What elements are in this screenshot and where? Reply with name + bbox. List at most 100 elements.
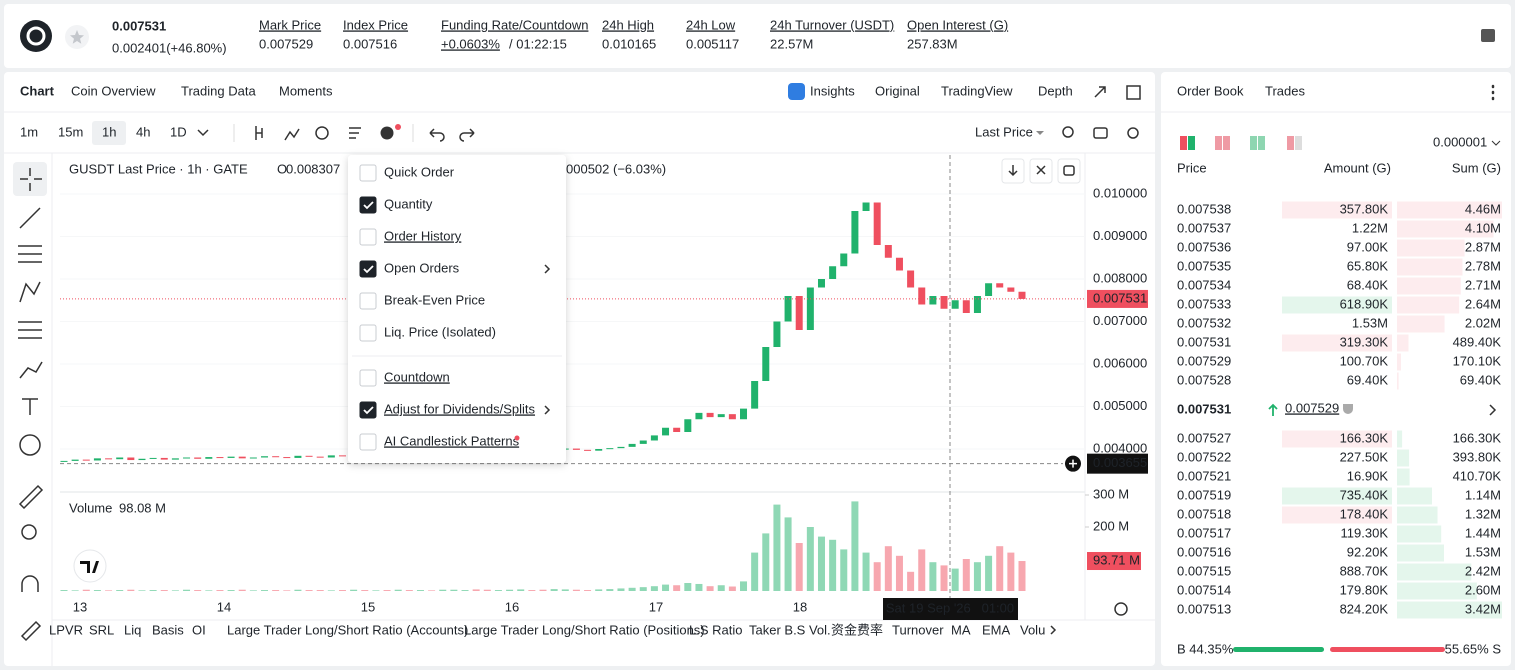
checkbox[interactable]: [359, 292, 377, 310]
view-toggle[interactable]: [1180, 136, 1187, 150]
pen-tool[interactable]: [20, 620, 42, 642]
indicator-tab[interactable]: Turnover: [892, 622, 944, 637]
search-icon[interactable]: [1062, 126, 1074, 138]
interval[interactable]: 1D: [170, 124, 187, 139]
pattern-tool[interactable]: [19, 281, 41, 303]
ob-tab[interactable]: Trades: [1265, 83, 1305, 98]
camera-icon[interactable]: [1093, 127, 1108, 139]
view-tab[interactable]: TradingView: [941, 83, 1013, 98]
candle-type-icon[interactable]: [255, 126, 263, 140]
ob-price[interactable]: 0.007517: [1177, 525, 1231, 540]
view-toggle[interactable]: [1258, 136, 1265, 150]
ob-price[interactable]: 0.007532: [1177, 315, 1231, 330]
crosshair-tool[interactable]: [20, 168, 42, 191]
price-type[interactable]: Last Price: [975, 124, 1033, 139]
checkbox[interactable]: [359, 324, 377, 342]
view-toggle[interactable]: [1287, 136, 1294, 150]
indicator-tab[interactable]: Liq: [124, 622, 141, 637]
checkbox[interactable]: [359, 196, 377, 214]
indicator-tab[interactable]: EMA: [982, 622, 1011, 637]
ruler-tool[interactable]: [18, 484, 44, 510]
undo-icon[interactable]: [429, 128, 445, 142]
menu-item[interactable]: Adjust for Dividends/Splits: [384, 401, 536, 416]
indicator-tab[interactable]: L.S Ratio: [689, 622, 742, 637]
view-tab[interactable]: Insights: [810, 83, 855, 98]
text-tool[interactable]: [22, 398, 38, 415]
checkbox[interactable]: [359, 228, 377, 246]
indicator-tab[interactable]: SRL: [89, 622, 114, 637]
brush-tool[interactable]: [19, 361, 43, 379]
indicator-tab[interactable]: Basis: [152, 622, 184, 637]
menu-item[interactable]: Open Orders: [384, 260, 460, 275]
ai-icon[interactable]: [788, 83, 805, 100]
more-icon[interactable]: [1050, 625, 1057, 635]
chart-tab[interactable]: Trading Data: [181, 83, 256, 98]
precision[interactable]: 0.000001: [1433, 134, 1487, 149]
settings-icon[interactable]: [1127, 127, 1139, 139]
indicator-tab[interactable]: LPVR: [49, 622, 83, 637]
ob-price[interactable]: 0.007516: [1177, 544, 1231, 559]
checkbox[interactable]: [359, 260, 377, 278]
view-toggle[interactable]: [1188, 136, 1195, 150]
view-toggle[interactable]: [1215, 136, 1222, 150]
checkbox[interactable]: [359, 369, 377, 387]
ob-price[interactable]: 0.007528: [1177, 372, 1231, 387]
checkbox[interactable]: [359, 401, 377, 419]
ob-price[interactable]: 0.007521: [1177, 468, 1231, 483]
header-icon[interactable]: [1481, 29, 1495, 42]
interval[interactable]: 1h: [102, 124, 116, 139]
indicator-tab[interactable]: Large Trader Long/Short Ratio (Accounts): [227, 622, 468, 637]
redo-icon[interactable]: [459, 128, 475, 142]
ob-price[interactable]: 0.007515: [1177, 563, 1231, 578]
ob-price[interactable]: 0.007522: [1177, 449, 1231, 464]
view-toggle[interactable]: [1295, 136, 1302, 150]
indicator-tab[interactable]: Volu: [1020, 622, 1045, 637]
chevron[interactable]: [1489, 404, 1497, 416]
emoji-tool[interactable]: [19, 434, 41, 456]
checkbox[interactable]: [359, 164, 377, 182]
template-icon[interactable]: [349, 127, 361, 139]
ob-price[interactable]: 0.007535: [1177, 258, 1231, 273]
ob-price[interactable]: 0.007531: [1177, 334, 1231, 349]
magnet-tool[interactable]: [21, 575, 39, 592]
chart-btn[interactable]: [1057, 158, 1081, 184]
menu-item[interactable]: Quick Order: [384, 164, 455, 179]
channel-tool[interactable]: [18, 245, 42, 263]
chart-tab[interactable]: Chart: [20, 83, 55, 98]
ob-price[interactable]: 0.007514: [1177, 582, 1231, 597]
menu-item[interactable]: Countdown: [384, 369, 450, 384]
dropdown-icon[interactable]: [197, 129, 209, 137]
view-tab[interactable]: Depth: [1038, 83, 1073, 98]
coin-logo[interactable]: [20, 20, 52, 52]
menu-item[interactable]: Quantity: [384, 196, 433, 211]
ob-price[interactable]: 0.007518: [1177, 506, 1231, 521]
chart-tab[interactable]: Coin Overview: [71, 83, 156, 98]
indicator-tab[interactable]: Taker B.S Vol.: [749, 622, 831, 637]
ob-tab[interactable]: Order Book: [1177, 83, 1244, 98]
zoom-tool[interactable]: [21, 524, 37, 540]
menu-item[interactable]: Liq. Price (Isolated): [384, 324, 496, 339]
indicator-tab[interactable]: 资金费率: [831, 622, 883, 637]
window-icon[interactable]: [1126, 85, 1141, 100]
indicator-tab[interactable]: Large Trader Long/Short Ratio (Positions…: [464, 622, 705, 637]
checkbox[interactable]: [359, 433, 377, 451]
settings-icon[interactable]: [1114, 602, 1128, 616]
indicator-tab[interactable]: MA: [951, 622, 971, 637]
ob-price[interactable]: 0.007513: [1177, 601, 1231, 616]
menu-item[interactable]: Break-Even Price: [384, 292, 485, 307]
view-toggle[interactable]: [1250, 136, 1257, 150]
ob-price[interactable]: 0.007533: [1177, 296, 1231, 311]
interval[interactable]: 4h: [136, 124, 150, 139]
dropdown-icon[interactable]: [1036, 131, 1044, 135]
ob-price[interactable]: 0.007534: [1177, 277, 1231, 292]
ob-price[interactable]: 0.007527: [1177, 430, 1231, 445]
ob-price[interactable]: 0.007538: [1177, 201, 1231, 216]
replay-icon[interactable]: [315, 126, 329, 140]
fib-tool[interactable]: [18, 321, 42, 339]
add-icon[interactable]: [380, 126, 394, 140]
interval[interactable]: 1m: [20, 124, 38, 139]
indicator-icon[interactable]: [284, 128, 300, 141]
chart-tab[interactable]: Moments: [279, 83, 333, 98]
view-toggle[interactable]: [1223, 136, 1230, 150]
expand-icon[interactable]: [1094, 86, 1106, 98]
